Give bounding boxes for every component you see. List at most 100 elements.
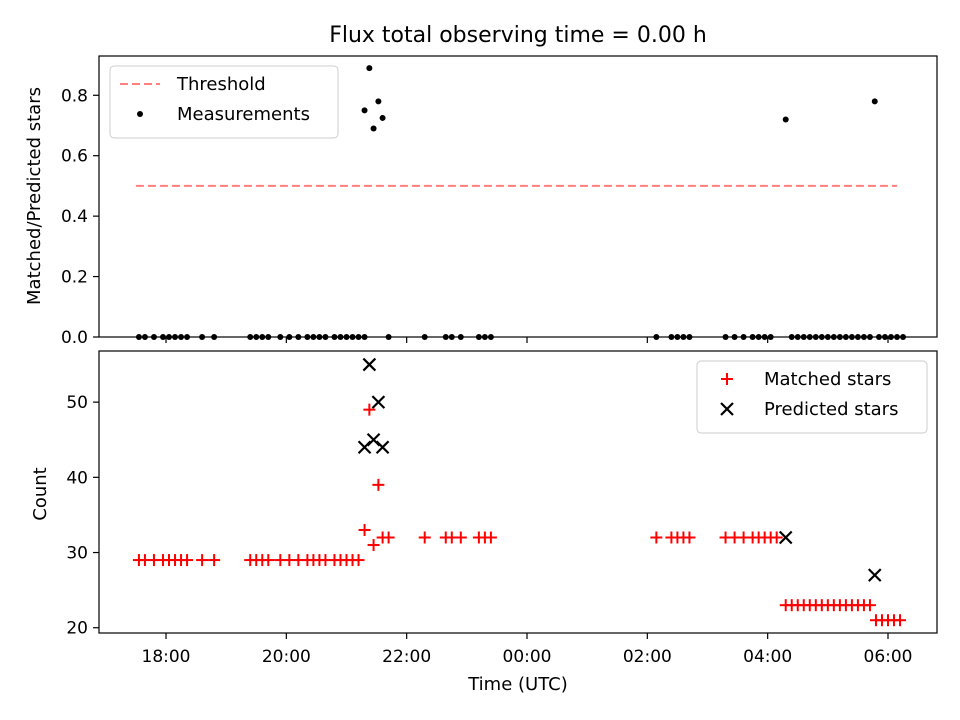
axes-frame — [98, 350, 938, 634]
matched-star-point — [196, 554, 209, 567]
measurement-point — [361, 334, 368, 340]
top-y-axis-label: Matched/Predicted stars — [24, 87, 45, 305]
measurement-point — [370, 125, 377, 132]
measurement-point — [866, 334, 873, 340]
measurement-point — [767, 334, 774, 340]
x-tick-label: 18:00 — [142, 647, 191, 667]
x-tick-label: 20:00 — [262, 647, 311, 667]
measurement-point — [755, 334, 762, 340]
measurement-point — [349, 334, 356, 340]
matched-star-point — [363, 403, 376, 416]
measurement-point — [749, 334, 756, 340]
y-tick-label: 50 — [66, 393, 88, 413]
measurement-point — [888, 334, 895, 340]
measurement-point — [668, 334, 675, 340]
y-tick-label: 0.4 — [61, 207, 88, 227]
measurement-point — [277, 334, 284, 340]
measurement-point — [818, 334, 825, 340]
measurement-point — [253, 334, 260, 340]
matched-star-point — [454, 531, 467, 544]
predicted-star-point — [720, 402, 734, 416]
matched-star-point — [894, 614, 907, 627]
measurement-point — [854, 334, 861, 340]
measurement-point — [731, 334, 738, 340]
measurement-point — [860, 334, 867, 340]
legend-label: Measurements — [177, 104, 310, 125]
measurement-point — [375, 98, 382, 105]
measurement-point — [830, 334, 837, 340]
matched-star-point — [683, 531, 696, 544]
matched-star-point — [418, 531, 431, 544]
measurement-point — [166, 334, 173, 340]
measurement-point — [178, 334, 185, 340]
measurement-point — [740, 334, 747, 340]
x-axis-label: Time (UTC) — [467, 674, 568, 695]
measurement-point — [686, 334, 693, 340]
measurement-point — [316, 334, 323, 340]
measurement-point — [881, 334, 888, 340]
measurement-point — [247, 334, 254, 340]
matched-star-point — [367, 539, 380, 552]
measurement-point — [421, 334, 428, 340]
legend: Threshold Measurements — [109, 65, 339, 139]
matched-star-point — [863, 599, 876, 612]
measurement-point — [304, 334, 311, 340]
measurement-point — [475, 334, 482, 340]
matched-star-point — [650, 531, 663, 544]
matched-star-point — [382, 531, 395, 544]
legend: Matched stars Predicted stars — [696, 360, 928, 434]
figure-title: Flux total observing time = 0.00 h — [329, 23, 707, 48]
predicted-star-point — [375, 440, 390, 455]
legend-frame — [696, 360, 928, 434]
measurement-point — [457, 334, 464, 340]
measurement-point — [487, 334, 494, 340]
bottom-panel: 18:00 20:00 22:00 00:00 02:00 04:00 06:00 20 30 4… — [66, 350, 938, 667]
measurement-point — [310, 334, 317, 340]
measurement-point — [159, 334, 166, 340]
measurement-point — [141, 334, 148, 340]
measurement-point — [295, 334, 302, 340]
matched-star-point — [352, 554, 365, 567]
predicted-star-point — [778, 530, 793, 545]
legend-label: Predicted stars — [764, 399, 898, 420]
measurement-point — [137, 111, 143, 117]
measurement-point — [265, 334, 272, 340]
y-tick-label: 30 — [66, 544, 88, 564]
x-tick-label: 22:00 — [382, 647, 431, 667]
measurement-point — [875, 334, 882, 340]
measurement-point — [150, 334, 157, 340]
measurement-point — [900, 334, 907, 340]
x-tick-label: 00:00 — [503, 647, 552, 667]
axes-frame — [98, 55, 938, 338]
predicted-star-point — [867, 568, 882, 582]
measurement-point — [836, 334, 843, 340]
measurement-point — [653, 334, 660, 340]
measurement-point — [199, 334, 206, 340]
x-tick-label: 04:00 — [743, 647, 792, 667]
measurement-point — [894, 334, 901, 340]
measurement-point — [259, 334, 266, 340]
legend-frame — [109, 65, 339, 139]
matched-star-point — [721, 373, 733, 385]
measurement-point — [794, 334, 801, 340]
bottom-y-axis-label: Count — [30, 467, 51, 520]
legend-label: Threshold — [176, 74, 266, 95]
matched-star-point — [770, 531, 783, 544]
measurement-point — [322, 334, 329, 340]
matched-star-point — [484, 531, 497, 544]
measurement-point — [366, 65, 373, 72]
y-tick-label: 0.6 — [61, 147, 88, 167]
measurement-point — [680, 334, 687, 340]
measurement-point — [343, 334, 350, 340]
measurement-point — [871, 98, 878, 105]
measurement-point — [674, 334, 681, 340]
measurement-point — [135, 334, 142, 340]
y-tick-label: 0.0 — [61, 328, 88, 348]
y-tick-label: 0.2 — [61, 268, 88, 288]
x-tick-label: 06:00 — [864, 647, 913, 667]
measurement-point — [385, 334, 392, 340]
measurement-point — [379, 114, 386, 121]
matched-star-point — [181, 554, 194, 567]
measurement-point — [184, 334, 191, 340]
